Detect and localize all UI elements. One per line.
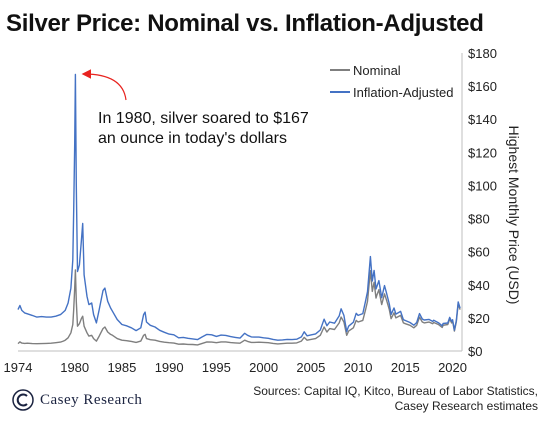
y-tick-label: $160 <box>468 79 497 94</box>
y-tick-label: $80 <box>468 212 490 227</box>
y-tick-label: $180 <box>468 46 497 61</box>
plot-frame <box>18 53 463 352</box>
source-note: Sources: Capital IQ, Kitco, Bureau of La… <box>253 384 538 414</box>
y-tick-label: $0 <box>468 344 482 359</box>
annotation-arrow <box>81 69 127 101</box>
y-tick-label: $40 <box>468 278 490 293</box>
y-tick-label: $120 <box>468 145 497 160</box>
source-line-1: Sources: Capital IQ, Kitco, Bureau of La… <box>253 384 538 398</box>
annotation-line-1: In 1980, silver soared to $167 <box>98 110 309 127</box>
source-line-2: Casey Research estimates <box>394 399 538 413</box>
brand-name: Casey Research <box>40 391 143 408</box>
series-line-nominal <box>17 269 461 346</box>
y-tick-label: $100 <box>468 178 497 193</box>
chart-title: Silver Price: Nominal vs. Inflation-Adju… <box>6 10 484 37</box>
series-layer <box>17 73 461 346</box>
y-axis-ticks: $0 $20 $40 $60 $80 $100 $120 $140 $160 $180 <box>468 46 497 359</box>
x-tick-label: 2015 <box>391 360 420 375</box>
x-tick-label: 2010 <box>344 360 373 375</box>
x-tick-label: 2005 <box>296 360 325 375</box>
legend-label-nominal: Nominal <box>353 63 401 78</box>
x-tick-label: 1980 <box>60 360 89 375</box>
series-line-inflation-adjusted <box>17 73 461 341</box>
x-axis-ticks: 1974 1980 1985 1990 1995 2000 2005 2010 2015 2020 <box>4 360 467 375</box>
casey-c-logo-icon <box>12 389 34 411</box>
x-tick-label: 1990 <box>155 360 184 375</box>
x-tick-label: 1974 <box>4 360 33 375</box>
y-tick-label: $140 <box>468 112 497 127</box>
legend-label-inflation-adjusted: Inflation-Adjusted <box>353 85 453 100</box>
x-tick-label: 1985 <box>107 360 136 375</box>
annotation: In 1980, silver soared to $167 an ounce … <box>81 69 309 147</box>
x-tick-label: 2020 <box>438 360 467 375</box>
x-tick-label: 2000 <box>249 360 278 375</box>
y-tick-label: $20 <box>468 311 490 326</box>
annotation-line-2: an ounce in today's dollars <box>98 130 287 147</box>
y-axis-label: Highest Monthly Price (USD) <box>506 126 522 305</box>
legend: Nominal Inflation-Adjusted <box>330 63 453 100</box>
x-tick-label: 1995 <box>202 360 231 375</box>
y-tick-label: $60 <box>468 245 490 260</box>
brand-logo: Casey Research <box>12 389 142 411</box>
